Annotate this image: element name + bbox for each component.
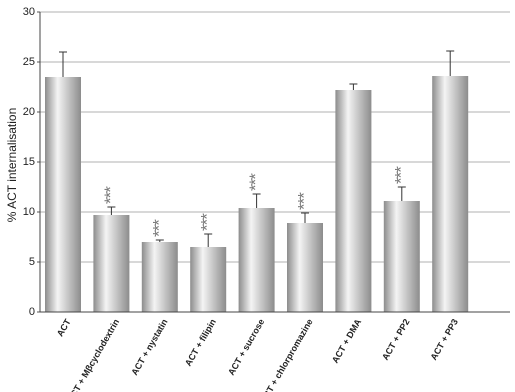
y-tick-label: 30: [23, 6, 35, 18]
significance: ***: [149, 219, 168, 237]
y-tick-label: 0: [29, 306, 35, 318]
y-axis-label: % ACT internalisation: [5, 108, 19, 223]
bar: [190, 247, 227, 312]
y-tick-label: 10: [23, 206, 35, 218]
significance: ***: [198, 213, 217, 231]
bar: [287, 223, 323, 312]
y-tick-label: 20: [23, 106, 35, 118]
x-tick-label: ACT + filipin: [183, 317, 218, 368]
significance: ***: [246, 173, 265, 191]
x-tick-label: ACT + PP2: [380, 317, 412, 362]
bar: [141, 242, 178, 312]
x-tick-label: ACT + chlorpromazine: [258, 317, 315, 392]
x-tick-label: ACT + sucrose: [226, 317, 266, 377]
x-tick-label: ACT + Mβcyclodextrin: [65, 317, 121, 392]
x-tick-label: ACT + DMA: [330, 317, 364, 365]
y-tick-label: 25: [23, 56, 35, 68]
x-tick-label: ACT: [55, 317, 73, 338]
bar: [383, 201, 420, 312]
significance: ***: [101, 186, 120, 204]
bar: [45, 77, 81, 312]
y-tick-label: 15: [23, 156, 35, 168]
y-tick-label: 5: [29, 256, 35, 268]
bar: [93, 215, 130, 312]
x-tick-label: ACT + nystatin: [129, 317, 169, 377]
bar: [238, 208, 275, 312]
bar: [335, 90, 372, 312]
x-tick-label: ACT + PP3: [428, 317, 460, 362]
significance: ***: [294, 192, 313, 210]
bar: [432, 76, 469, 312]
significance: ***: [391, 166, 410, 184]
